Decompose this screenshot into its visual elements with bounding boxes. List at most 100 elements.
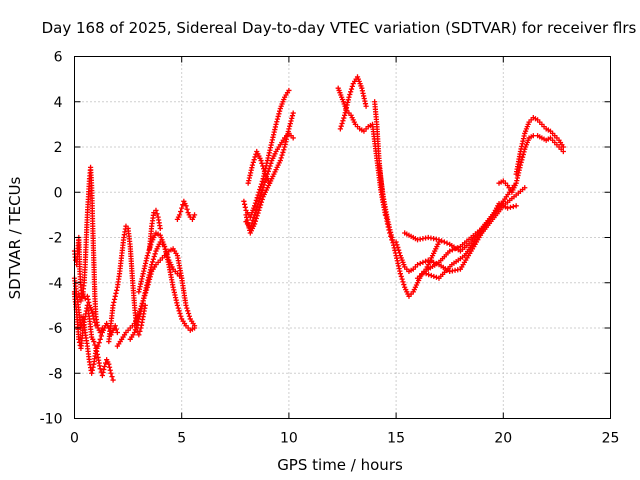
data-point xyxy=(339,120,345,127)
data-point xyxy=(164,252,170,258)
data-point xyxy=(154,211,160,217)
data-point xyxy=(112,293,118,299)
data-point xyxy=(89,367,95,373)
data-point xyxy=(98,333,104,339)
data-point xyxy=(274,116,281,122)
data-point xyxy=(276,111,282,117)
data-point xyxy=(179,275,185,281)
data-point xyxy=(290,135,296,141)
data-point xyxy=(251,221,258,227)
data-point xyxy=(113,290,119,296)
data-point xyxy=(101,366,107,373)
data-point xyxy=(135,319,141,325)
data-point xyxy=(183,203,189,209)
data-point xyxy=(84,293,90,299)
data-point xyxy=(289,115,295,121)
data-point xyxy=(274,119,280,125)
data-point xyxy=(109,374,115,380)
data-point xyxy=(186,313,193,319)
data-point xyxy=(393,239,399,245)
data-point xyxy=(289,113,296,119)
data-point xyxy=(161,243,168,250)
series-track-11 xyxy=(241,87,292,220)
data-point xyxy=(157,225,163,232)
chart-title: Day 168 of 2025, Sidereal Day-to-day VTE… xyxy=(42,19,637,37)
data-point xyxy=(176,212,183,218)
data-point xyxy=(241,201,248,207)
data-point xyxy=(252,200,259,206)
data-point xyxy=(110,302,116,308)
y-tick-label: 2 xyxy=(54,140,63,156)
data-point xyxy=(252,218,259,224)
data-point xyxy=(259,196,265,203)
series-track-08 xyxy=(136,230,185,295)
data-point xyxy=(250,159,256,165)
data-point xyxy=(92,319,98,325)
y-tick-label: -8 xyxy=(49,366,63,382)
data-point xyxy=(255,210,261,216)
data-point xyxy=(423,271,429,277)
data-point xyxy=(401,281,407,288)
data-point xyxy=(89,310,95,316)
data-point xyxy=(254,204,260,210)
data-point xyxy=(106,364,113,370)
data-point xyxy=(178,313,184,319)
data-point xyxy=(97,336,103,342)
data-point xyxy=(97,366,103,372)
data-point xyxy=(132,327,138,333)
data-point xyxy=(338,123,344,129)
data-point xyxy=(396,250,403,256)
data-point xyxy=(149,262,155,268)
data-point xyxy=(107,367,113,373)
data-point xyxy=(112,323,118,329)
y-tick-label: -4 xyxy=(49,276,63,292)
data-point xyxy=(259,178,265,184)
data-point xyxy=(455,245,461,251)
data-point xyxy=(152,251,158,257)
data-point xyxy=(560,144,566,150)
data-point xyxy=(417,260,423,267)
data-point xyxy=(258,181,265,187)
data-point xyxy=(184,305,190,311)
data-point xyxy=(363,103,369,109)
data-point xyxy=(165,254,171,261)
data-point xyxy=(449,247,455,253)
y-tick-label: -2 xyxy=(49,231,63,247)
data-point xyxy=(431,273,437,280)
data-point xyxy=(257,202,264,208)
data-point xyxy=(347,91,353,98)
data-point xyxy=(251,212,258,218)
series-track-05 xyxy=(106,223,148,345)
data-point xyxy=(340,118,346,124)
data-point xyxy=(431,259,437,265)
series-track-16 xyxy=(337,74,369,132)
data-point xyxy=(398,273,404,280)
series-track-14 xyxy=(245,148,273,186)
data-point xyxy=(114,329,120,336)
y-tick-label: 6 xyxy=(54,50,63,66)
data-point xyxy=(93,323,99,329)
series-track-22 xyxy=(423,200,519,281)
data-point xyxy=(93,345,99,351)
series-track-12 xyxy=(243,130,296,232)
data-point xyxy=(101,363,108,370)
data-point xyxy=(513,203,519,209)
data-point xyxy=(277,108,283,114)
data-point xyxy=(113,326,119,332)
data-point xyxy=(277,157,283,164)
data-point xyxy=(153,207,159,213)
data-point xyxy=(99,372,105,379)
data-point xyxy=(420,259,426,265)
data-point xyxy=(397,271,403,277)
data-point xyxy=(510,203,516,210)
data-point xyxy=(290,110,296,116)
data-point xyxy=(100,369,106,376)
data-point xyxy=(349,83,355,89)
data-point xyxy=(177,310,183,317)
data-point xyxy=(174,302,181,308)
x-tick-label: 20 xyxy=(494,431,512,447)
series-track-10 xyxy=(174,198,198,222)
data-point xyxy=(252,209,259,215)
